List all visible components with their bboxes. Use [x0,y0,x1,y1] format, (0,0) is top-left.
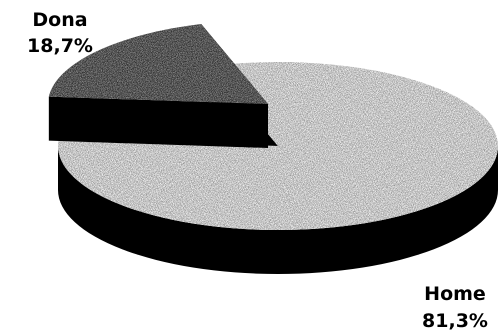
value-dona: 18,7% [27,35,93,57]
slice-home-top-texture [58,62,498,230]
value-home: 81,3% [422,310,488,331]
label-dona: Dona [32,9,87,31]
slice-dona [48,23,269,148]
slice-home [58,62,498,274]
label-home: Home [424,283,486,305]
slice-dona-top-texture [48,23,269,104]
